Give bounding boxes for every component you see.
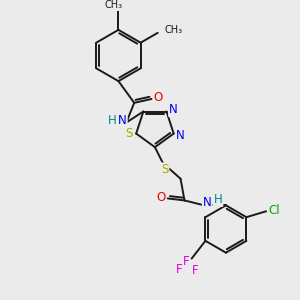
Text: F: F (176, 263, 182, 276)
Text: F: F (192, 264, 199, 277)
Text: Cl: Cl (268, 204, 280, 217)
Text: H: H (108, 114, 117, 127)
Text: CH₃: CH₃ (165, 25, 183, 35)
Text: S: S (161, 164, 169, 176)
Text: N: N (203, 196, 212, 209)
Text: O: O (156, 191, 166, 204)
Text: F: F (182, 255, 189, 268)
Text: CH₃: CH₃ (104, 0, 123, 10)
Text: N: N (118, 114, 127, 127)
Text: N: N (176, 129, 185, 142)
Text: N: N (169, 103, 178, 116)
Text: O: O (153, 92, 163, 104)
Text: S: S (126, 127, 133, 140)
Text: H: H (214, 193, 222, 206)
